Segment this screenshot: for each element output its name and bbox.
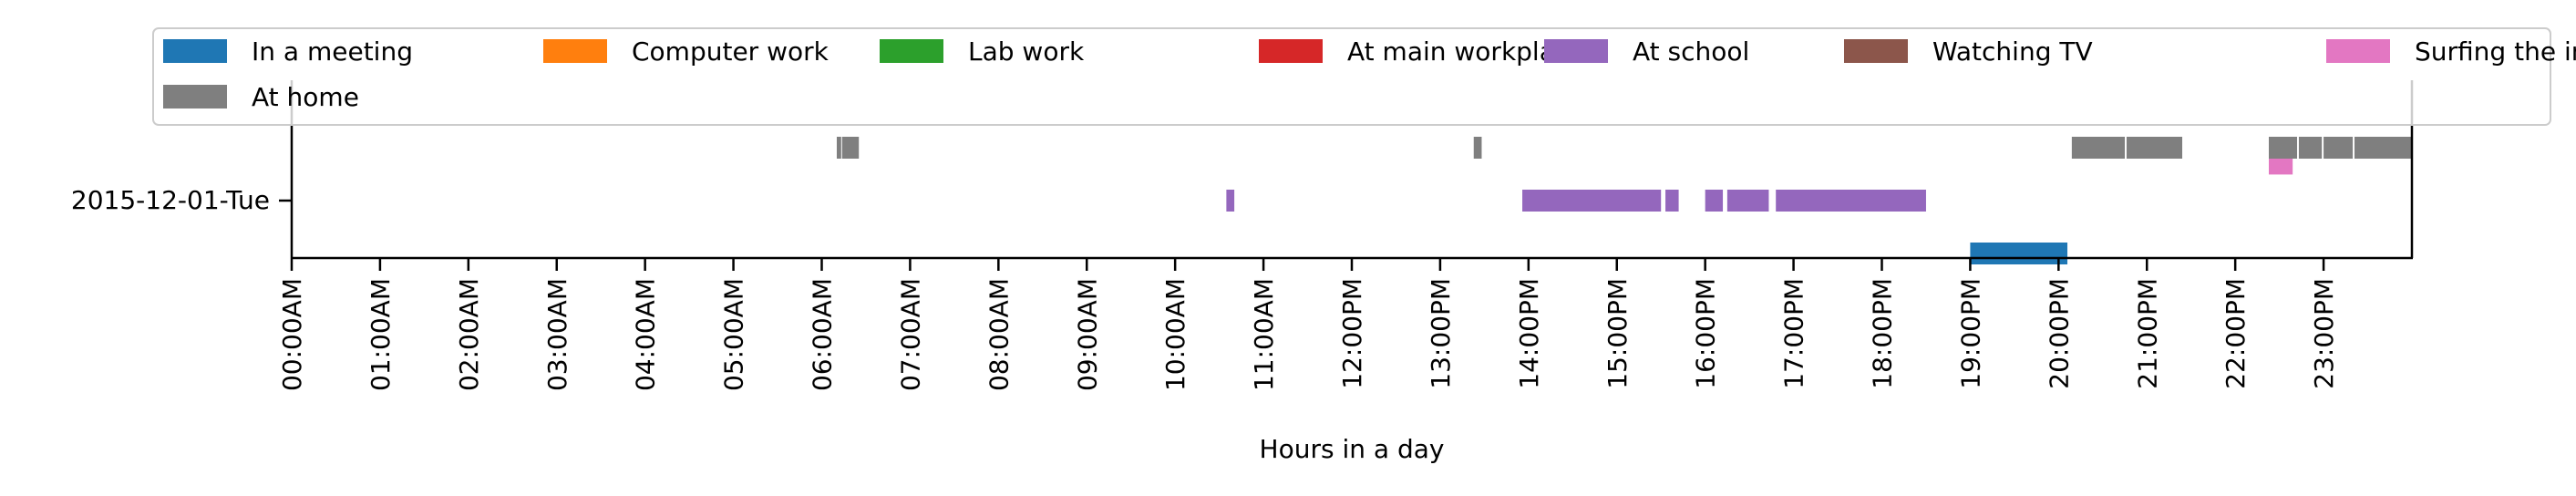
x-tick-label: 07:00AM xyxy=(895,278,925,391)
x-tick-label: 01:00AM xyxy=(366,278,396,391)
legend-swatch xyxy=(2326,39,2390,63)
bar-at-school xyxy=(1776,190,1926,212)
x-tick-label: 03:00AM xyxy=(542,278,572,391)
bar-at-home xyxy=(841,137,860,159)
bar-at-home xyxy=(2126,137,2183,159)
x-tick-label: 05:00AM xyxy=(719,278,749,391)
legend-swatch xyxy=(163,39,227,63)
x-tick-label: 06:00AM xyxy=(808,278,838,391)
bar-at-home xyxy=(2298,137,2323,159)
legend-label: At school xyxy=(1633,36,1749,67)
bar-at-school xyxy=(1226,190,1235,212)
legend-swatch xyxy=(543,39,607,63)
legend-label: Computer work xyxy=(632,36,829,67)
x-tick-label: 00:00AM xyxy=(277,278,307,391)
x-tick-label: 16:00PM xyxy=(1691,278,1721,389)
x-tick-label: 04:00AM xyxy=(631,278,661,391)
legend-label: At home xyxy=(252,82,359,112)
x-tick-label: 12:00PM xyxy=(1337,278,1367,389)
bar-at-home xyxy=(836,137,841,159)
bar-at-school xyxy=(1726,190,1769,212)
bar-at-home xyxy=(2354,137,2412,159)
legend-swatch xyxy=(880,39,943,63)
bar-at-home xyxy=(2071,137,2126,159)
x-tick-label: 22:00PM xyxy=(2221,278,2251,389)
legend-label: Surfing the internet xyxy=(2415,36,2576,67)
bar-at-home xyxy=(1473,137,1482,159)
x-tick-label: 17:00PM xyxy=(1779,278,1809,389)
legend: In a meeting Computer work Lab work At main… xyxy=(152,27,2576,126)
bar-at-home xyxy=(2268,137,2298,159)
x-ticks: 00:00AM 01:00AM 02:00AM 03:00AM 04:00AM 05:00… xyxy=(277,258,2339,391)
legend-label: Watching TV xyxy=(1932,36,2093,67)
x-tick-label: 18:00PM xyxy=(1868,278,1898,389)
legend-swatch xyxy=(163,85,227,108)
bar-at-school xyxy=(1665,190,1679,212)
x-axis-label: Hours in a day xyxy=(1260,434,1445,464)
legend-swatch xyxy=(1544,39,1608,63)
bar-at-school xyxy=(1705,190,1724,212)
x-tick-label: 14:00PM xyxy=(1514,278,1544,389)
bars-layer xyxy=(836,137,2412,264)
x-tick-label: 21:00PM xyxy=(2132,278,2162,389)
x-tick-label: 23:00PM xyxy=(2309,278,2339,389)
x-tick-label: 08:00AM xyxy=(984,278,1014,391)
bar-at-home xyxy=(2324,137,2354,159)
bar-in-a-meeting xyxy=(1970,243,2068,264)
bar-at-school xyxy=(1522,190,1662,212)
x-tick-label: 11:00AM xyxy=(1249,278,1279,391)
x-tick-label: 09:00AM xyxy=(1072,278,1102,391)
x-tick-label: 02:00AM xyxy=(454,278,484,391)
y-tick-label: 2015-12-01-Tue xyxy=(71,185,270,215)
x-tick-label: 10:00AM xyxy=(1160,278,1190,391)
x-tick-label: 19:00PM xyxy=(1955,278,1985,389)
legend-label: Lab work xyxy=(968,36,1085,67)
legend-frame xyxy=(152,27,2551,126)
x-tick-label: 13:00PM xyxy=(1426,278,1456,389)
x-tick-label: 20:00PM xyxy=(2044,278,2074,389)
legend-label: In a meeting xyxy=(252,36,413,67)
x-tick-label: 15:00PM xyxy=(1602,278,1633,389)
legend-swatch xyxy=(1259,39,1323,63)
legend-swatch xyxy=(1844,39,1908,63)
